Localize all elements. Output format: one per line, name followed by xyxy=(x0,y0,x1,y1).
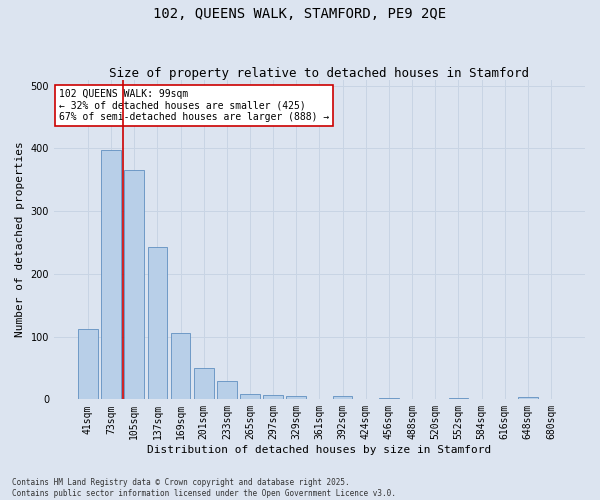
Bar xyxy=(170,334,190,400)
Bar xyxy=(148,247,167,400)
Bar xyxy=(101,150,121,400)
Y-axis label: Number of detached properties: Number of detached properties xyxy=(15,142,25,338)
Bar xyxy=(194,368,214,400)
Bar xyxy=(286,396,306,400)
Bar xyxy=(449,398,468,400)
Text: 102 QUEENS WALK: 99sqm
← 32% of detached houses are smaller (425)
67% of semi-de: 102 QUEENS WALK: 99sqm ← 32% of detached… xyxy=(59,89,329,122)
Bar xyxy=(78,329,98,400)
Bar xyxy=(217,381,236,400)
Bar xyxy=(333,396,352,400)
Bar xyxy=(124,170,144,400)
Text: 102, QUEENS WALK, STAMFORD, PE9 2QE: 102, QUEENS WALK, STAMFORD, PE9 2QE xyxy=(154,8,446,22)
Title: Size of property relative to detached houses in Stamford: Size of property relative to detached ho… xyxy=(109,66,529,80)
X-axis label: Distribution of detached houses by size in Stamford: Distribution of detached houses by size … xyxy=(148,445,491,455)
Bar xyxy=(379,398,399,400)
Bar xyxy=(240,394,260,400)
Text: Contains HM Land Registry data © Crown copyright and database right 2025.
Contai: Contains HM Land Registry data © Crown c… xyxy=(12,478,396,498)
Bar xyxy=(518,398,538,400)
Bar xyxy=(263,395,283,400)
